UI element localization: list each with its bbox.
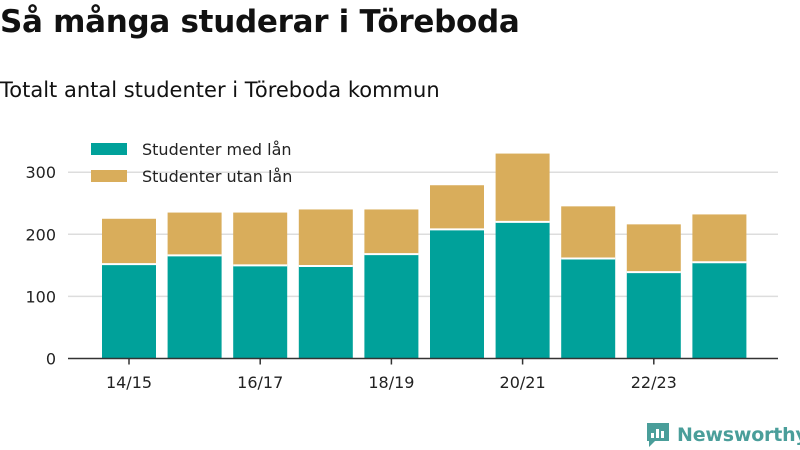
bar-segment-without-loan bbox=[298, 209, 353, 266]
bar-segment-without-loan bbox=[167, 212, 222, 256]
bar-segment-without-loan bbox=[364, 209, 419, 255]
bar-segment-with-loan bbox=[102, 264, 156, 359]
bar-segment-with-loan bbox=[167, 255, 222, 359]
page-subtitle: Totalt antal studenter i Töreboda kommun bbox=[0, 78, 440, 102]
bar-segment-without-loan bbox=[561, 206, 616, 259]
y-tick-label: 300 bbox=[25, 163, 56, 182]
legend-swatch-without-loan bbox=[91, 170, 127, 182]
bar-segment-without-loan bbox=[692, 214, 747, 263]
newsworthy-brand: Newsworthy bbox=[645, 421, 800, 449]
legend-label-without-loan: Studenter utan lån bbox=[142, 167, 292, 186]
bar-segment-with-loan bbox=[495, 221, 550, 359]
bar-segment-with-loan bbox=[626, 272, 681, 359]
x-tick-label: 14/15 bbox=[106, 373, 152, 392]
x-tick-label: 16/17 bbox=[237, 373, 283, 392]
bar-segment-with-loan bbox=[692, 262, 747, 359]
legend-swatch-with-loan bbox=[91, 143, 127, 155]
bar-segment-without-loan bbox=[233, 212, 288, 266]
brand-name: Newsworthy bbox=[677, 424, 800, 446]
y-tick-label: 200 bbox=[25, 225, 56, 244]
page-title: Så många studerar i Töreboda bbox=[0, 4, 520, 40]
y-tick-label: 0 bbox=[46, 350, 56, 369]
x-tick-label: 20/21 bbox=[500, 373, 546, 392]
bar-segment-without-loan bbox=[495, 153, 550, 222]
bar-segment-with-loan bbox=[561, 258, 616, 359]
x-tick-label: 22/23 bbox=[631, 373, 677, 392]
bar-segment-without-loan bbox=[626, 224, 681, 273]
newsworthy-logo-icon bbox=[647, 423, 669, 447]
bar-segment-with-loan bbox=[364, 254, 419, 359]
legend-label-with-loan: Studenter med lån bbox=[142, 140, 292, 159]
legend: Studenter med lån Studenter utan lån bbox=[91, 140, 292, 186]
bar-segment-without-loan bbox=[102, 218, 156, 265]
bar-segment-with-loan bbox=[233, 265, 288, 359]
bar-segment-with-loan bbox=[298, 265, 353, 359]
axes: 0 100 200 300 14/15 16/17 18/19 20/21 22/23 bbox=[25, 163, 778, 392]
bar-segment-with-loan bbox=[430, 229, 484, 359]
y-tick-label: 100 bbox=[25, 287, 56, 306]
bars bbox=[102, 153, 747, 359]
bar-segment-without-loan bbox=[430, 185, 484, 230]
x-tick-label: 18/19 bbox=[368, 373, 414, 392]
